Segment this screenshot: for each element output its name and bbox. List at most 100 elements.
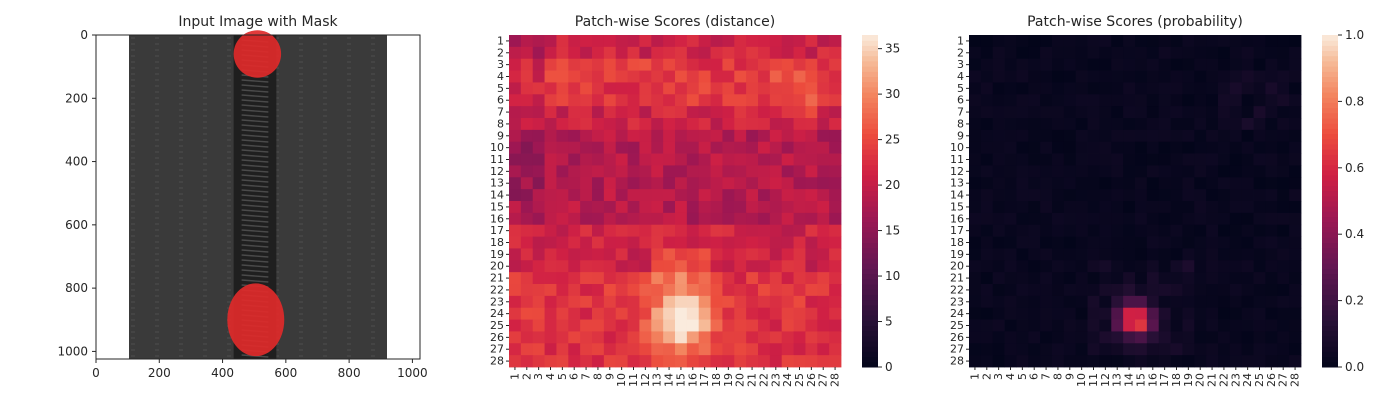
heatmap-cell [1253, 82, 1266, 95]
texture-dot [299, 145, 303, 147]
texture-dot [203, 163, 207, 165]
heatmap-cell [544, 177, 557, 190]
heatmap-cell [992, 331, 1005, 344]
heatmap-cell [1016, 35, 1029, 48]
heatmap-cell [817, 295, 830, 309]
row-label: 5 [497, 82, 504, 95]
heatmap-cell [1158, 177, 1171, 190]
heatmap-cell [710, 106, 723, 119]
heatmap-cell [1158, 260, 1171, 273]
colorbar-segment [862, 123, 878, 129]
coil-tooth [241, 149, 269, 153]
heatmap-cell [1265, 189, 1278, 202]
texture-dot [323, 115, 327, 117]
heatmap-cell [793, 319, 806, 332]
col-label: 11 [627, 373, 640, 387]
heatmap-cell [1194, 343, 1207, 356]
heatmap-cell [520, 82, 534, 95]
heatmap-cell [532, 46, 545, 60]
heatmap-cell [556, 236, 569, 249]
heatmap-cell [793, 129, 806, 143]
coil-tooth [241, 79, 269, 83]
row-label: 1 [497, 34, 504, 47]
heatmap-cell [722, 272, 735, 285]
texture-dot [227, 241, 231, 243]
texture-dot [347, 259, 351, 261]
col-label: 19 [1182, 373, 1195, 387]
heatmap-cell [639, 248, 652, 261]
col-label: 15 [674, 373, 687, 387]
heatmap-cell [1111, 343, 1124, 356]
col-label: 20 [1194, 373, 1207, 387]
heatmap-cell [544, 224, 557, 237]
heatmap-cell [615, 177, 628, 190]
colorbar-segment [862, 325, 878, 332]
heatmap-cell [980, 272, 994, 285]
texture-dot [323, 187, 327, 189]
heatmap-cell [817, 189, 830, 202]
heatmap-cell [1123, 343, 1136, 356]
row-label: 13 [490, 177, 504, 190]
heatmap-cell [1052, 153, 1065, 166]
heatmap-cell [1146, 212, 1160, 226]
texture-dot [203, 181, 207, 183]
texture-dot [275, 175, 279, 177]
heatmap-cell [568, 153, 581, 166]
heatmap-cell [1218, 284, 1231, 297]
texture-dot [131, 265, 135, 267]
texture-dot [299, 199, 303, 201]
heatmap-cell [520, 177, 534, 190]
heatmap-cell [1265, 94, 1278, 107]
texture-dot [299, 307, 303, 309]
heatmap-cell [1016, 355, 1029, 368]
heatmap-cell [1206, 272, 1219, 285]
texture-dot [131, 43, 135, 45]
heatmap-cell [1063, 165, 1077, 178]
heatmap-cell [1075, 343, 1088, 356]
heatmap-cell [509, 118, 522, 131]
texture-dot [323, 127, 327, 129]
heatmap-cell [1063, 272, 1077, 285]
heatmap-cell [580, 201, 593, 214]
heatmap-cell [734, 212, 747, 226]
col-label: 18 [710, 373, 723, 387]
heatmap-cell [734, 307, 747, 320]
texture-dot [155, 61, 159, 63]
heatmap-cell [1253, 35, 1266, 48]
heatmap-cell [675, 106, 688, 119]
texture-dot [155, 289, 159, 291]
heatmap-cell [1218, 153, 1231, 166]
texture-dot [155, 115, 159, 117]
texture-dot [371, 43, 375, 45]
col-label: 5 [1016, 373, 1029, 380]
heatmap-cell [1111, 94, 1124, 107]
row-label: 24 [950, 307, 964, 320]
heatmap-cell [663, 94, 676, 107]
colorbar-segment [1322, 273, 1338, 280]
heatmap-cell [1135, 260, 1148, 273]
heatmap-cell [532, 355, 545, 368]
heatmap-cell [710, 189, 723, 202]
heatmap-cell [580, 307, 593, 320]
heatmap-cell [592, 189, 605, 202]
heatmap-cell [769, 118, 783, 131]
heatmap-cell [980, 177, 994, 190]
texture-dot [203, 325, 207, 327]
heatmap-cell [592, 70, 605, 83]
heatmap-cell [1182, 94, 1195, 107]
heatmap-cell [1063, 82, 1077, 95]
heatmap-cell [710, 272, 723, 285]
heatmap-cell [829, 165, 842, 178]
col-label: 28 [829, 373, 842, 387]
heatmap-cell [520, 106, 534, 119]
heatmap-cell [1289, 331, 1302, 344]
texture-dot [347, 133, 351, 135]
texture-dot [203, 247, 207, 249]
heatmap-cell [1040, 201, 1053, 214]
heatmap-cell [1218, 224, 1231, 237]
heatmap-cell [1253, 46, 1266, 60]
heatmap-cell [1123, 177, 1136, 190]
y-tick-label: 0 [80, 28, 88, 42]
heatmap-cell [722, 35, 735, 48]
heatmap-cell [1123, 248, 1136, 261]
